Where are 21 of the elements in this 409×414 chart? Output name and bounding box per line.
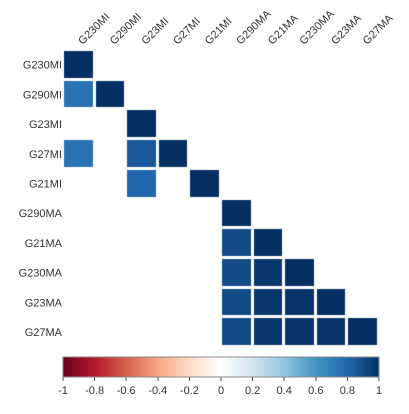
color-bar-label: -0.8 [85, 385, 104, 398]
y-tick-label: G27MA [24, 327, 63, 339]
color-bar-label: 0.8 [340, 385, 356, 398]
color-bar-label: 0.6 [308, 385, 324, 398]
y-tick-label: G23MI [28, 119, 62, 132]
color-bar-label: -1 [58, 385, 68, 398]
y-tick-label: G21MA [24, 238, 63, 250]
y-tick-label: G230MA [18, 268, 63, 280]
y-tick-label: G27MI [28, 148, 62, 161]
color-bar-label: 0.2 [244, 385, 260, 398]
color-bar-label: -0.4 [148, 385, 168, 398]
y-tick-label: G290MA [18, 208, 63, 220]
color-bar-label: -0.6 [116, 385, 136, 398]
color-bar-label: -0.2 [180, 385, 199, 398]
color-bar-label: 0 [218, 385, 224, 398]
y-tick-label: G230MI [22, 60, 62, 72]
y-tick-label: G290MI [22, 89, 62, 102]
y-tick-label: G23MA [24, 297, 63, 310]
y-tick-label: G21MI [28, 178, 62, 190]
color-bar-label: 0.4 [276, 385, 292, 398]
color-bar-label: 1 [376, 385, 382, 398]
